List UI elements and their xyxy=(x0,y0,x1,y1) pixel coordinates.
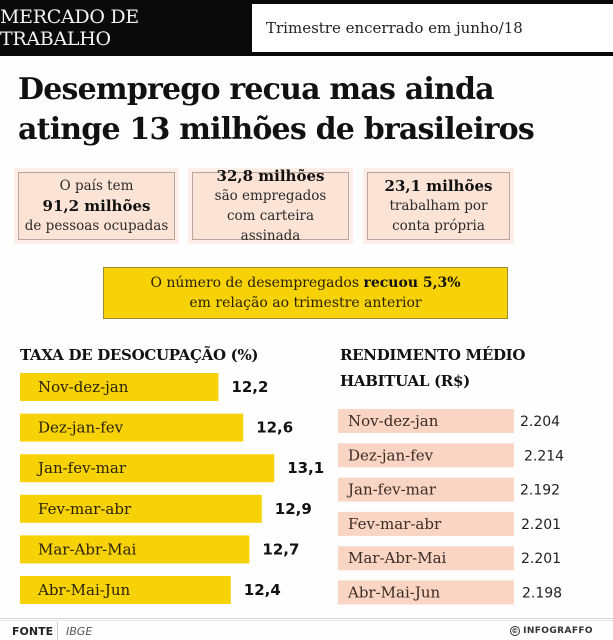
period-label: Trimestre encerrado em junho/18 xyxy=(252,4,613,52)
stat-pre: O país tem xyxy=(59,178,134,194)
unemployment-bar-label: Abr-Mai-Jun xyxy=(37,581,131,599)
unemployment-bar-label: Fev-mar-abr xyxy=(38,500,132,518)
stat-value: 32,8 milhões xyxy=(216,167,325,185)
unemployment-bar-value: 12,4 xyxy=(244,581,281,599)
callout-line-1: O número de desempregados recuou 5,3% xyxy=(150,273,460,293)
callout-text: O número de desempregados xyxy=(150,275,364,291)
income-row-bar xyxy=(338,443,514,468)
stat-value: 23,1 milhões xyxy=(384,177,493,195)
income-row-bar xyxy=(338,546,514,571)
stat-card-formal: 32,8 milhões são empregados com carteira… xyxy=(192,167,349,244)
income-row-label: Mar-Abr-Mai xyxy=(348,549,447,567)
footer: FONTE IBGE © INFOGRAFFO xyxy=(0,622,613,640)
headline-line-2: atinge 13 milhões de brasileiros xyxy=(18,112,535,147)
income-row-value: 2.192 xyxy=(520,483,560,499)
unemployment-chart-title: TAXA DE DESOCUPAÇÃO (%) xyxy=(20,346,259,364)
unemployment-bar xyxy=(20,576,231,604)
income-row-label: Abr-Mai-Jun xyxy=(347,584,441,602)
source-label: FONTE xyxy=(0,622,58,640)
unemployment-bar xyxy=(20,454,275,483)
income-row-label: Fev-mar-abr xyxy=(348,515,442,533)
callout-box: O número de desempregados recuou 5,3% em… xyxy=(103,267,508,319)
stat-post: de pessoas ocupadas xyxy=(24,218,169,234)
unemployment-bar-label: Mar-Abr-Mai xyxy=(38,540,137,558)
source-name: IBGE xyxy=(66,624,93,638)
income-row-bar xyxy=(338,511,514,536)
unemployment-bar-value: 12,7 xyxy=(262,540,299,558)
income-title-line-1: RENDIMENTO MÉDIO xyxy=(340,346,526,364)
copyright-icon: © xyxy=(510,626,521,636)
income-row-label: Jan-fev-mar xyxy=(346,481,437,499)
unemployment-bar-value: 12,6 xyxy=(256,419,293,437)
income-table-title: RENDIMENTO MÉDIO HABITUAL (R$) xyxy=(340,342,560,394)
income-row-bar xyxy=(338,580,514,605)
stat-post: trabalham por conta própria xyxy=(389,198,488,234)
unemployment-bar-value: 13,1 xyxy=(287,459,324,477)
brand-credit: © INFOGRAFFO xyxy=(510,626,593,636)
income-row-label: Nov-dez-jan xyxy=(348,412,439,430)
income-row-label: Dez-jan-fev xyxy=(348,446,434,464)
unemployment-bar xyxy=(20,413,244,442)
stat-value: 91,2 milhões xyxy=(42,197,151,215)
income-row-value: 2.214 xyxy=(524,448,564,464)
income-row-value: 2.198 xyxy=(522,586,562,602)
income-row-value: 2.201 xyxy=(521,517,561,533)
unemployment-bar-label: Dez-jan-fev xyxy=(38,419,124,437)
unemployment-bar xyxy=(20,535,250,564)
income-row-bar xyxy=(338,409,514,433)
brand-name: INFOGRAFFO xyxy=(523,626,593,636)
income-row-bar xyxy=(338,477,514,502)
headline-line-1: Desemprego recua mas ainda xyxy=(18,72,495,107)
income-title-line-2: HABITUAL (R$) xyxy=(340,372,470,390)
stat-card-self-employed: 23,1 milhões trabalham por conta própria xyxy=(367,172,510,240)
stat-post: são empregados com carteira assinada xyxy=(214,188,327,244)
header-bar: MERCADO DE TRABALHO Trimestre encerrado … xyxy=(0,0,613,56)
section-tag: MERCADO DE TRABALHO xyxy=(0,6,139,50)
headline: Desemprego recua mas ainda atinge 13 mil… xyxy=(18,70,608,150)
unemployment-bar-label: Nov-dez-jan xyxy=(38,378,129,396)
unemployment-bar xyxy=(20,494,262,523)
unemployment-bar-label: Jan-fev-mar xyxy=(36,459,127,477)
income-row-value: 2.204 xyxy=(520,414,560,430)
callout-highlight: recuou 5,3% xyxy=(363,275,461,291)
callout-line-2: em relação ao trimestre anterior xyxy=(189,295,422,311)
unemployment-bar-value: 12,9 xyxy=(275,500,312,518)
stat-card-occupied: O país tem 91,2 milhões de pessoas ocupa… xyxy=(18,172,175,240)
unemployment-bar-value: 12,2 xyxy=(231,378,268,396)
footer-divider xyxy=(0,618,613,621)
income-row-value: 2.201 xyxy=(521,551,561,567)
unemployment-bar xyxy=(20,373,219,401)
